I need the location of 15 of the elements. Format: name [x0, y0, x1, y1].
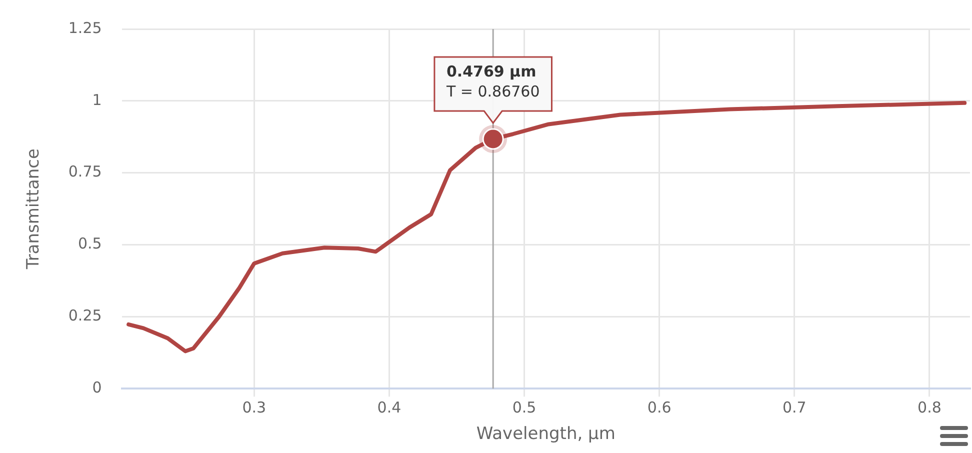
- y-axis-title: Transmittance: [24, 148, 44, 270]
- y-tick-label: 0.25: [68, 306, 102, 325]
- annotation: 0.4769 µm T = 0.86760: [445, 62, 540, 100]
- y-tick-label: 1: [92, 90, 102, 109]
- x-tick-label: 0.5: [512, 398, 536, 416]
- x-tick-label: 0.7: [782, 398, 806, 416]
- y-tick-label: 1.25: [68, 18, 102, 37]
- x-axis-title: Wavelength, µm: [476, 424, 616, 444]
- y-tick-label: 0: [92, 378, 102, 396]
- y-tick-label: 0.5: [78, 234, 102, 253]
- y-tick-label: 0.75: [68, 162, 102, 181]
- x-tick-label: 0.3: [242, 398, 266, 416]
- x-tick-label: 0.8: [918, 398, 942, 416]
- x-tick-label: 0.6: [647, 398, 672, 416]
- x-tick-label: 0.4: [377, 398, 402, 416]
